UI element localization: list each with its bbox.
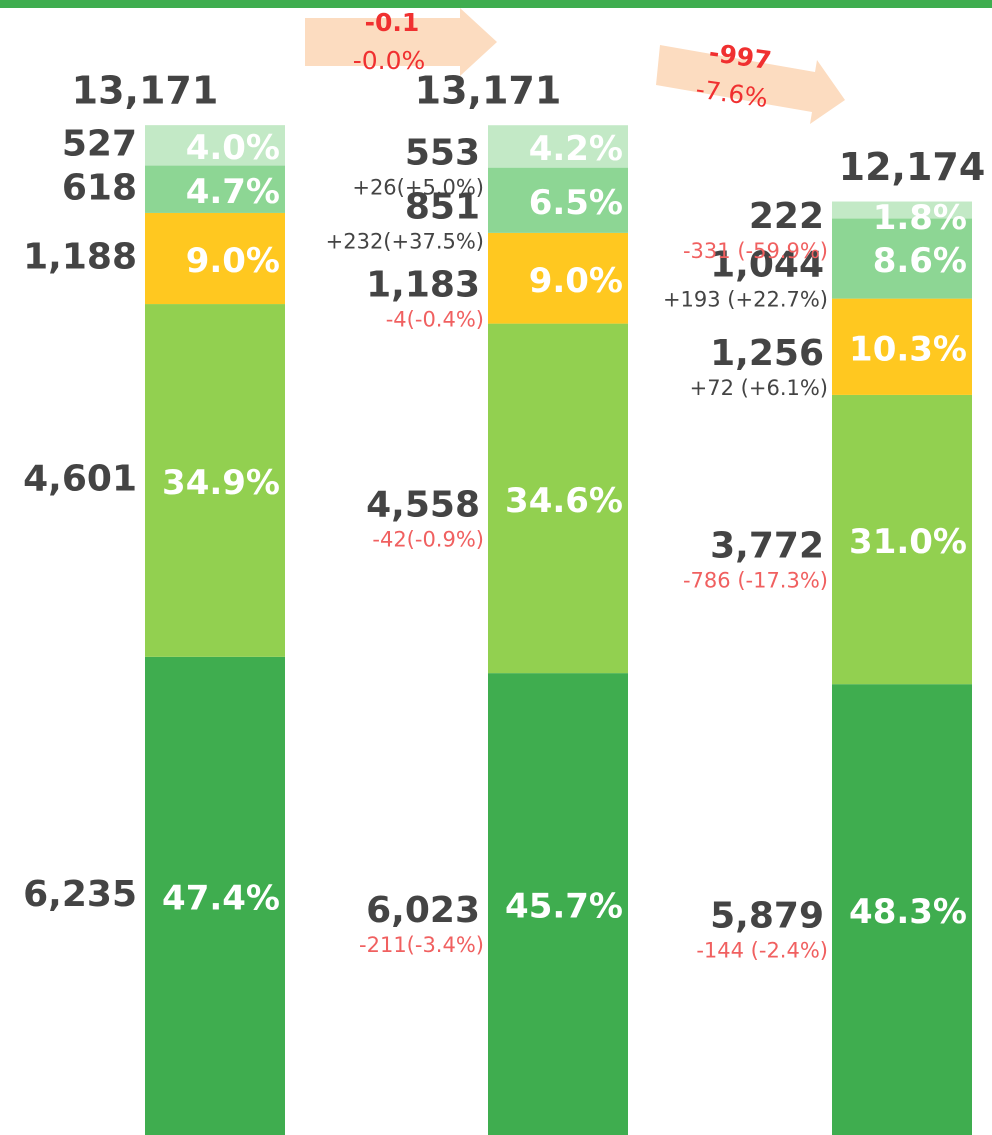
share-label: 31.0% <box>849 522 967 562</box>
bar-segment <box>145 212 285 305</box>
bar-segment <box>145 656 285 1135</box>
top-rule <box>0 0 992 8</box>
value-label: 5,879 <box>710 896 824 937</box>
arrow <box>656 45 845 124</box>
change-label: +26(+5.0%) <box>352 175 484 199</box>
change-label: -4(-0.4%) <box>386 307 484 331</box>
transition-percent: -0.0% <box>353 46 426 75</box>
bar-segment <box>832 684 972 1135</box>
value-label: 851 <box>405 186 480 227</box>
bar-segment <box>488 673 628 1135</box>
value-label: 618 <box>62 167 137 208</box>
bar-segment <box>832 201 972 219</box>
share-label: 9.0% <box>186 241 280 281</box>
value-label: 1,183 <box>366 264 480 305</box>
value-label: 553 <box>405 132 480 173</box>
value-label: 4,601 <box>23 458 137 499</box>
share-label: 6.5% <box>529 183 623 223</box>
share-label: 8.6% <box>873 241 967 281</box>
share-label: 1.8% <box>873 198 967 238</box>
bar-segment <box>145 165 285 213</box>
change-label: -331 (-59.9%) <box>683 239 828 263</box>
share-label: 45.7% <box>505 887 623 927</box>
value-label: 1,256 <box>710 333 824 374</box>
share-label: 48.3% <box>849 892 967 932</box>
value-label: 1,044 <box>710 245 824 286</box>
change-label: +232(+37.5%) <box>326 229 484 253</box>
bar-segment <box>832 298 972 395</box>
change-label: -42(-0.9%) <box>372 527 484 551</box>
share-label: 47.4% <box>162 878 280 918</box>
change-label: -211(-3.4%) <box>359 933 484 957</box>
bar-segment <box>832 394 972 685</box>
total-label: 12,174 <box>839 145 986 189</box>
bar-segment <box>488 323 628 674</box>
change-label: -144 (-2.4%) <box>696 939 828 963</box>
value-label: 527 <box>62 123 137 164</box>
bar-segment <box>145 304 285 657</box>
transition-change: -0.1 <box>365 8 420 37</box>
share-label: 4.0% <box>186 128 280 168</box>
bar-segment <box>145 125 285 166</box>
arrow <box>305 8 497 76</box>
bar-segment <box>488 167 628 233</box>
value-label: 4,558 <box>366 484 480 525</box>
share-label: 34.9% <box>162 463 280 503</box>
bar-segment <box>488 232 628 324</box>
share-label: 34.6% <box>505 481 623 521</box>
value-label: 1,188 <box>23 237 137 278</box>
change-label: +72 (+6.1%) <box>690 376 828 400</box>
change-label: +193 (+22.7%) <box>663 288 828 312</box>
value-label: 6,235 <box>23 874 137 915</box>
change-label: -786 (-17.3%) <box>683 569 828 593</box>
share-label: 9.0% <box>529 261 623 301</box>
value-label: 3,772 <box>710 526 824 567</box>
bar-segment <box>488 125 628 168</box>
share-label: 4.2% <box>529 129 623 169</box>
total-label: 13,171 <box>72 69 219 113</box>
share-label: 4.7% <box>186 172 280 212</box>
share-label: 10.3% <box>849 329 967 369</box>
value-label: 222 <box>749 196 824 237</box>
value-label: 6,023 <box>366 890 480 931</box>
total-label: 13,171 <box>415 69 562 113</box>
bar-segment <box>832 218 972 299</box>
